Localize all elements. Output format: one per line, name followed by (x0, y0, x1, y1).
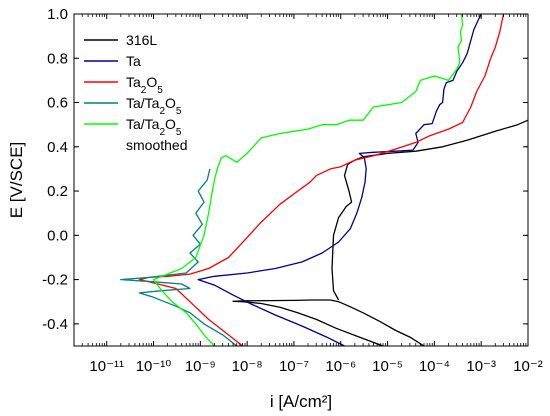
x-tick-label-5: 10⁻⁶ (325, 358, 356, 375)
x-tick-label-6: 10⁻⁵ (372, 358, 403, 375)
legend-label-2: Ta2O5 (126, 74, 163, 96)
x-tick-label-9: 10⁻² (513, 358, 543, 375)
series-line-4 (152, 14, 464, 346)
legend-label-0: 316L (126, 32, 157, 48)
y-tick-label-4: 0.4 (47, 139, 68, 156)
y-tick-label-2: 0.0 (47, 227, 68, 244)
x-tick-label-8: 10⁻³ (466, 358, 496, 375)
x-tick-label-1: 10⁻¹⁰ (136, 358, 172, 375)
x-tick-label-2: 10⁻⁹ (185, 358, 216, 375)
x-axis-title: i [A/cm²] (270, 392, 332, 411)
y-tick-label-0: -0.4 (42, 316, 68, 333)
y-tick-label-1: -0.2 (42, 272, 68, 289)
y-axis-title: E [V/SCE] (7, 142, 26, 219)
series-line-1 (197, 14, 482, 346)
series-line-3 (120, 168, 238, 346)
y-tick-label-7: 1.0 (47, 6, 68, 23)
legend-label-1: Ta (126, 53, 141, 69)
legend-label-4-line2: smoothed (126, 137, 187, 153)
series-line-2 (138, 14, 505, 346)
x-tick-label-3: 10⁻⁸ (232, 358, 263, 375)
legend-label-4: Ta/Ta2O5 (126, 116, 182, 138)
y-tick-label-3: 0.2 (47, 183, 68, 200)
x-tick-label-7: 10⁻⁴ (419, 358, 450, 375)
y-tick-label-5: 0.6 (47, 95, 68, 112)
y-tick-label-6: 0.8 (47, 50, 68, 67)
legend-label-3: Ta/Ta2O5 (126, 95, 182, 117)
x-tick-label-0: 10⁻¹¹ (89, 358, 124, 375)
plot-frame (73, 13, 529, 347)
x-tick-label-4: 10⁻⁷ (279, 358, 309, 375)
series-line-0 (232, 119, 528, 346)
